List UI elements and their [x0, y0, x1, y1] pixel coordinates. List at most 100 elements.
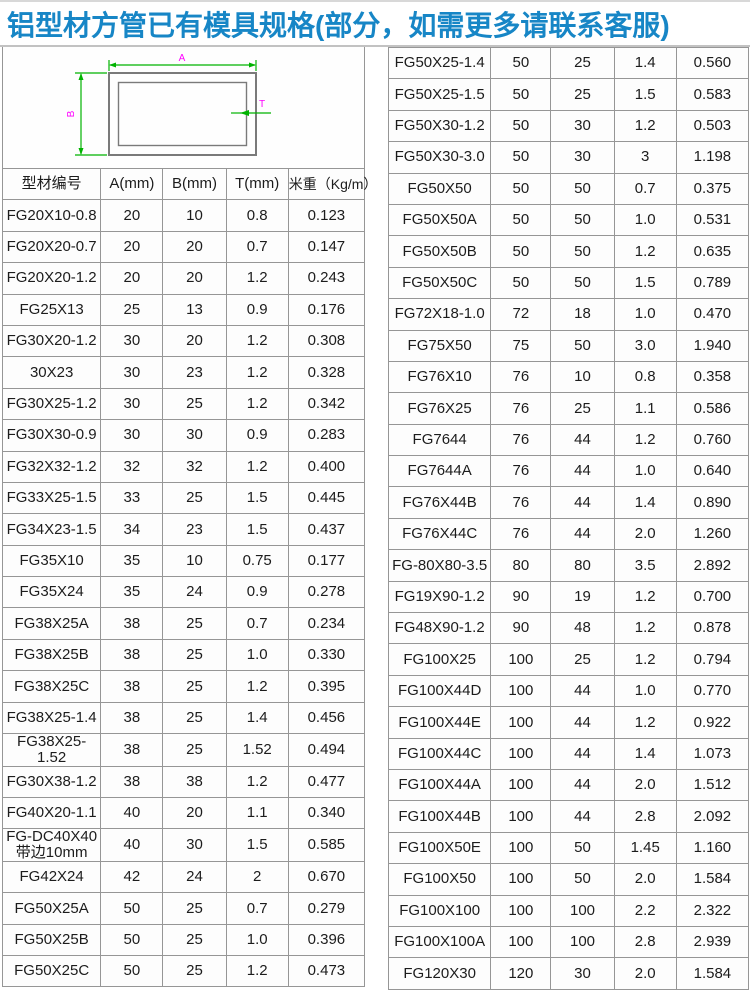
value-cell: 1.2 — [225, 387, 289, 421]
spec-table-right: FG50X25-1.4 50 25 1.4 0.560 FG50X25-1.5 50 25 1.… — [387, 46, 750, 990]
value-cell: 100 — [490, 863, 552, 896]
value-cell: 25 — [162, 481, 227, 515]
spec-table-left: 型材编号 A(mm) B(mm) T(mm) 米重（Kg/m） FG20X10-0.8 2… — [1, 167, 377, 988]
value-cell: 0.328 — [287, 356, 366, 389]
value-cell: 1.4 — [225, 701, 289, 735]
value-cell: 10 — [162, 544, 227, 578]
value-cell: 30 — [162, 828, 227, 862]
model-number-cell: FG76X44B — [387, 486, 492, 519]
value-cell: 0.8 — [613, 360, 677, 394]
value-cell: 1.2 — [225, 670, 289, 703]
model-number-cell: FG100X100A — [387, 925, 492, 959]
value-cell: 25 — [550, 643, 615, 676]
value-cell: 30 — [100, 387, 164, 421]
value-cell: 20 — [100, 199, 164, 232]
value-cell: 38 — [100, 701, 164, 735]
table-row: FG100X100 100 100 2.2 2.322 — [387, 894, 750, 927]
table-row: 30X23 30 23 1.2 0.328 — [1, 356, 366, 389]
value-cell: 1.5 — [225, 481, 289, 515]
value-cell: 44 — [550, 423, 615, 457]
model-number-cell: FG30X25-1.2 — [1, 387, 102, 421]
value-cell: 50 — [550, 266, 615, 300]
table-row: FG35X10 35 10 0.75 0.177 — [1, 544, 366, 578]
model-number-cell: FG50X50A — [387, 203, 492, 237]
value-cell: 1.2 — [613, 423, 677, 457]
dim-A-lines — [108, 60, 257, 71]
value-cell: 72 — [490, 298, 552, 331]
value-cell: 0.123 — [287, 199, 366, 232]
value-cell: 44 — [550, 768, 615, 802]
value-cell: 30 — [550, 109, 615, 143]
value-cell: 1.2 — [225, 356, 289, 389]
value-cell: 18 — [550, 298, 615, 331]
model-number-cell: FG76X25 — [387, 392, 492, 425]
table-row: FG50X30-3.0 50 30 3 1.198 — [387, 141, 750, 174]
value-cell: 0.531 — [675, 203, 750, 237]
value-cell: 90 — [490, 612, 552, 645]
value-cell: 0.283 — [287, 419, 366, 452]
value-cell: 0.437 — [287, 513, 366, 546]
value-cell: 25 — [162, 607, 227, 640]
value-cell: 24 — [162, 860, 227, 894]
value-cell: 10 — [162, 199, 227, 232]
model-number-cell: FG19X90-1.2 — [387, 580, 492, 614]
value-cell: 100 — [490, 831, 552, 865]
value-cell: 1.160 — [675, 831, 750, 865]
table-row: FG42X24 42 24 2 0.670 — [1, 860, 366, 894]
table-row: FG38X25B 38 25 1.0 0.330 — [1, 638, 366, 672]
value-cell: 30 — [550, 141, 615, 174]
value-cell: 0.922 — [675, 706, 750, 739]
model-number-cell: FG30X38-1.2 — [1, 765, 102, 798]
value-cell: 1.2 — [613, 109, 677, 143]
value-cell: 1.584 — [675, 863, 750, 896]
value-cell: 0.330 — [287, 638, 366, 672]
model-number-cell: FG38X25-1.4 — [1, 701, 102, 735]
value-cell: 3.5 — [613, 549, 677, 582]
table-row: FG50X50A 50 50 1.0 0.531 — [387, 203, 750, 237]
value-cell: 2.322 — [675, 894, 750, 927]
value-cell: 100 — [490, 768, 552, 802]
model-number-cell: FG120X30 — [387, 957, 492, 990]
table-row: FG100X44A 100 44 2.0 1.512 — [387, 768, 750, 802]
table-row: FG100X100A 100 100 2.8 2.939 — [387, 925, 750, 959]
table-row: FG35X24 35 24 0.9 0.278 — [1, 576, 366, 609]
value-cell: 0.177 — [287, 544, 366, 578]
value-cell: 0.560 — [675, 46, 750, 80]
value-cell: 0.308 — [287, 324, 366, 358]
model-number-cell: FG20X20-1.2 — [1, 262, 102, 295]
value-cell: 0.9 — [225, 576, 289, 609]
value-cell: 50 — [490, 235, 552, 268]
table-row: FG50X25-1.4 50 25 1.4 0.560 — [387, 46, 750, 80]
value-cell: 50 — [100, 892, 164, 925]
value-cell: 25 — [162, 892, 227, 925]
value-cell: 0.278 — [287, 576, 366, 609]
value-cell: 0.583 — [675, 78, 750, 111]
value-cell: 0.640 — [675, 455, 750, 488]
value-cell: 35 — [100, 544, 164, 578]
model-number-cell: FG76X10 — [387, 360, 492, 394]
value-cell: 0.878 — [675, 612, 750, 645]
model-number-cell: FG33X25-1.5 — [1, 481, 102, 515]
value-cell: 50 — [100, 923, 164, 956]
table-row: FG-80X80-3.5 80 80 3.5 2.892 — [387, 549, 750, 582]
value-cell: 100 — [490, 925, 552, 959]
model-number-cell: FG76X44C — [387, 517, 492, 551]
model-number-cell: FG40X20-1.1 — [1, 796, 102, 830]
value-cell: 20 — [100, 262, 164, 295]
table-row: FG76X25 76 25 1.1 0.586 — [387, 392, 750, 425]
value-cell: 23 — [162, 356, 227, 389]
value-cell: 0.700 — [675, 580, 750, 614]
table-row: FG75X50 75 50 3.0 1.940 — [387, 329, 750, 362]
column-header: B(mm) — [162, 167, 227, 201]
value-cell: 0.789 — [675, 266, 750, 300]
value-cell: 25 — [550, 46, 615, 80]
value-cell: 1.0 — [613, 455, 677, 488]
value-cell: 100 — [490, 674, 552, 708]
value-cell: 40 — [100, 828, 164, 862]
value-cell: 0.890 — [675, 486, 750, 519]
value-cell: 0.7 — [225, 230, 289, 264]
value-cell: 2.0 — [613, 957, 677, 990]
value-cell: 0.794 — [675, 643, 750, 676]
right-panel: FG50X25-1.4 50 25 1.4 0.560 FG50X25-1.5 50 25 1.… — [387, 46, 750, 990]
